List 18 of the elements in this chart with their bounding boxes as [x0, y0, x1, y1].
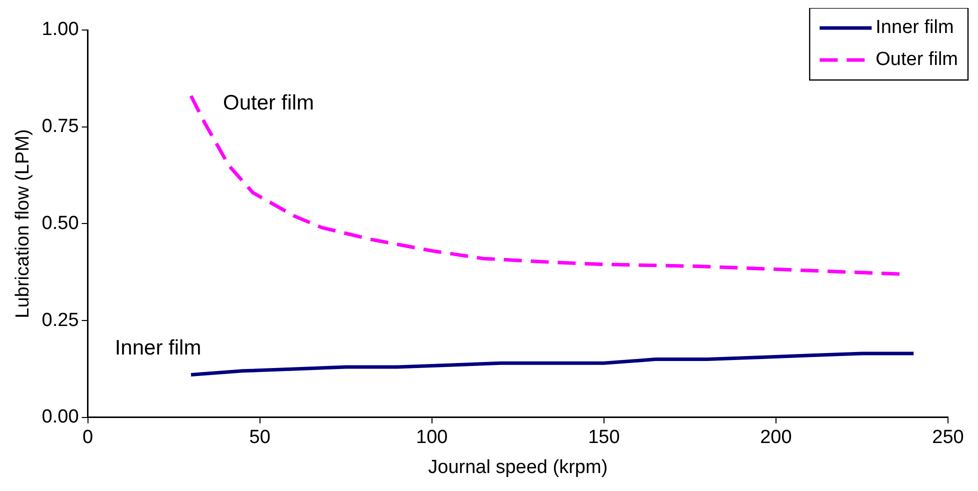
legend-label: Inner film	[876, 17, 954, 38]
x-tick-label: 150	[588, 427, 620, 448]
y-axis-title: Lubrication flow (LPM)	[12, 129, 34, 318]
y-tick-label: 0.00	[42, 406, 79, 428]
y-tick-label: 0.25	[42, 310, 79, 331]
x-tick-label: 200	[760, 427, 792, 448]
y-tick-label: 1.00	[42, 19, 79, 40]
x-tick-label: 0	[82, 427, 94, 448]
x-tick-label: 100	[416, 427, 448, 448]
y-tick-label: 0.50	[42, 212, 79, 234]
y-tick-label: 0.75	[42, 116, 79, 138]
annotation: Inner film	[114, 336, 202, 360]
x-axis-title: Journal speed (krpm)	[428, 456, 608, 478]
line-series	[189, 94, 902, 276]
legend-label: Outer film	[876, 49, 958, 70]
x-tick-label: 250	[932, 427, 964, 448]
x-tick-label: 50	[249, 427, 270, 448]
annotation: Outer film	[223, 92, 314, 115]
